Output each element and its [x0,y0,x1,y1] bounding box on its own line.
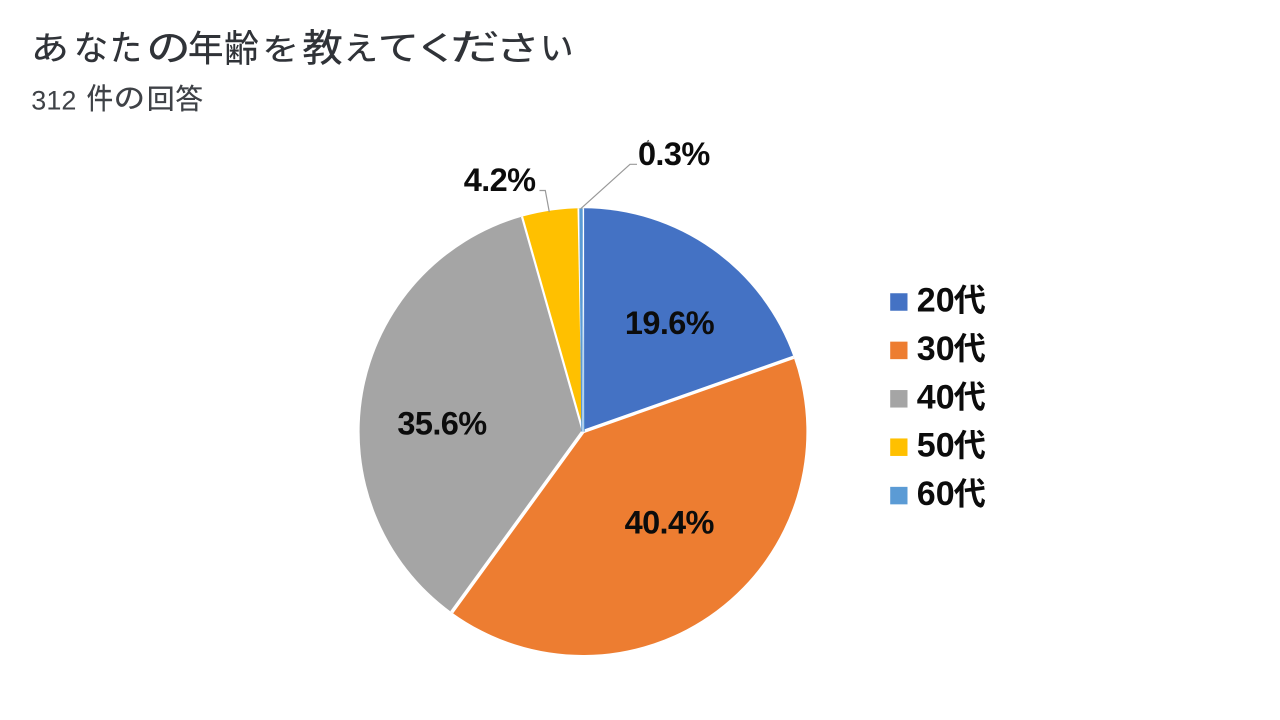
svg-text:4.2%: 4.2% [464,162,536,198]
svg-text:40: 40 [917,378,955,416]
svg-text:35.6%: 35.6% [397,406,487,442]
svg-text:50: 50 [917,427,955,465]
svg-text:40.4%: 40.4% [625,505,715,541]
svg-text:30: 30 [917,330,955,368]
svg-text:19.6%: 19.6% [625,305,715,341]
svg-text:312: 312 [31,85,76,115]
svg-text:0.3%: 0.3% [638,136,710,172]
svg-text:60: 60 [917,475,955,513]
svg-text:20: 20 [917,282,955,320]
